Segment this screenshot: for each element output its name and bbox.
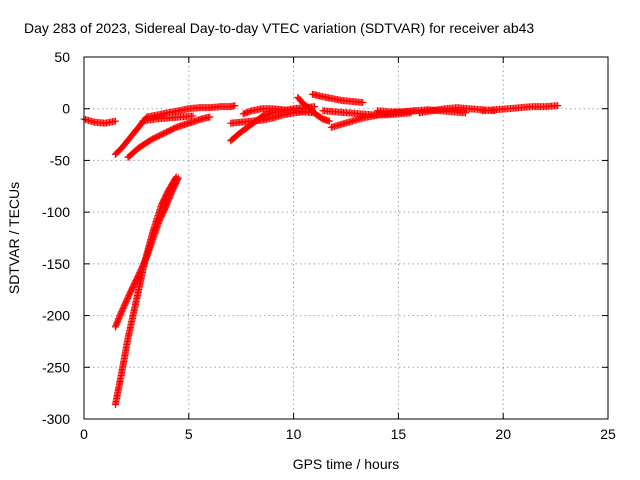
x-tick-label: 15 (391, 426, 407, 442)
data-series-arc-8 (227, 108, 308, 127)
chart-title: Day 283 of 2023, Sidereal Day-to-day VTE… (24, 20, 534, 36)
data-point-marker (325, 117, 333, 125)
y-tick-label: -150 (42, 256, 70, 272)
y-tick-label: 0 (62, 101, 70, 117)
data-series-arc-1 (80, 115, 119, 127)
data-series-arc-16 (478, 102, 562, 115)
data-points (80, 90, 562, 409)
data-point-marker (174, 175, 182, 183)
data-series-arc-10 (294, 93, 333, 125)
data-point-marker (554, 102, 562, 110)
y-tick-label: -100 (42, 204, 70, 220)
x-tick-label: 10 (286, 426, 302, 442)
data-series-arc-5 (124, 113, 214, 161)
plot-frame (83, 56, 609, 420)
data-series-arc-6 (139, 112, 197, 125)
data-series-arc-11 (308, 90, 367, 107)
x-tick-label: 5 (185, 426, 193, 442)
x-tick-label: 25 (600, 426, 616, 442)
data-point-marker (111, 117, 119, 125)
data-point-marker (359, 99, 367, 107)
x-tick-label: 20 (495, 426, 511, 442)
axis-ticks: 0 5 10 15 20 25 -300 -250 -200 -150 -100 -50 0 50 (42, 49, 616, 442)
x-tick-label: 0 (80, 426, 88, 442)
y-tick-label: -50 (50, 152, 70, 168)
data-point-marker (311, 103, 319, 111)
data-series-arc-3 (111, 174, 182, 331)
data-point-marker (231, 102, 239, 110)
y-tick-label: -200 (42, 308, 70, 324)
x-axis-label: GPS time / hours (293, 456, 400, 472)
y-axis-label: SDTVAR / TECUs (6, 182, 22, 294)
grid-lines (84, 57, 608, 419)
y-tick-label: -250 (42, 359, 70, 375)
y-tick-label: -300 (42, 411, 70, 427)
data-point-marker (206, 113, 214, 121)
y-tick-label: 50 (54, 49, 70, 65)
data-point-marker (174, 174, 182, 182)
data-point-marker (189, 112, 197, 120)
